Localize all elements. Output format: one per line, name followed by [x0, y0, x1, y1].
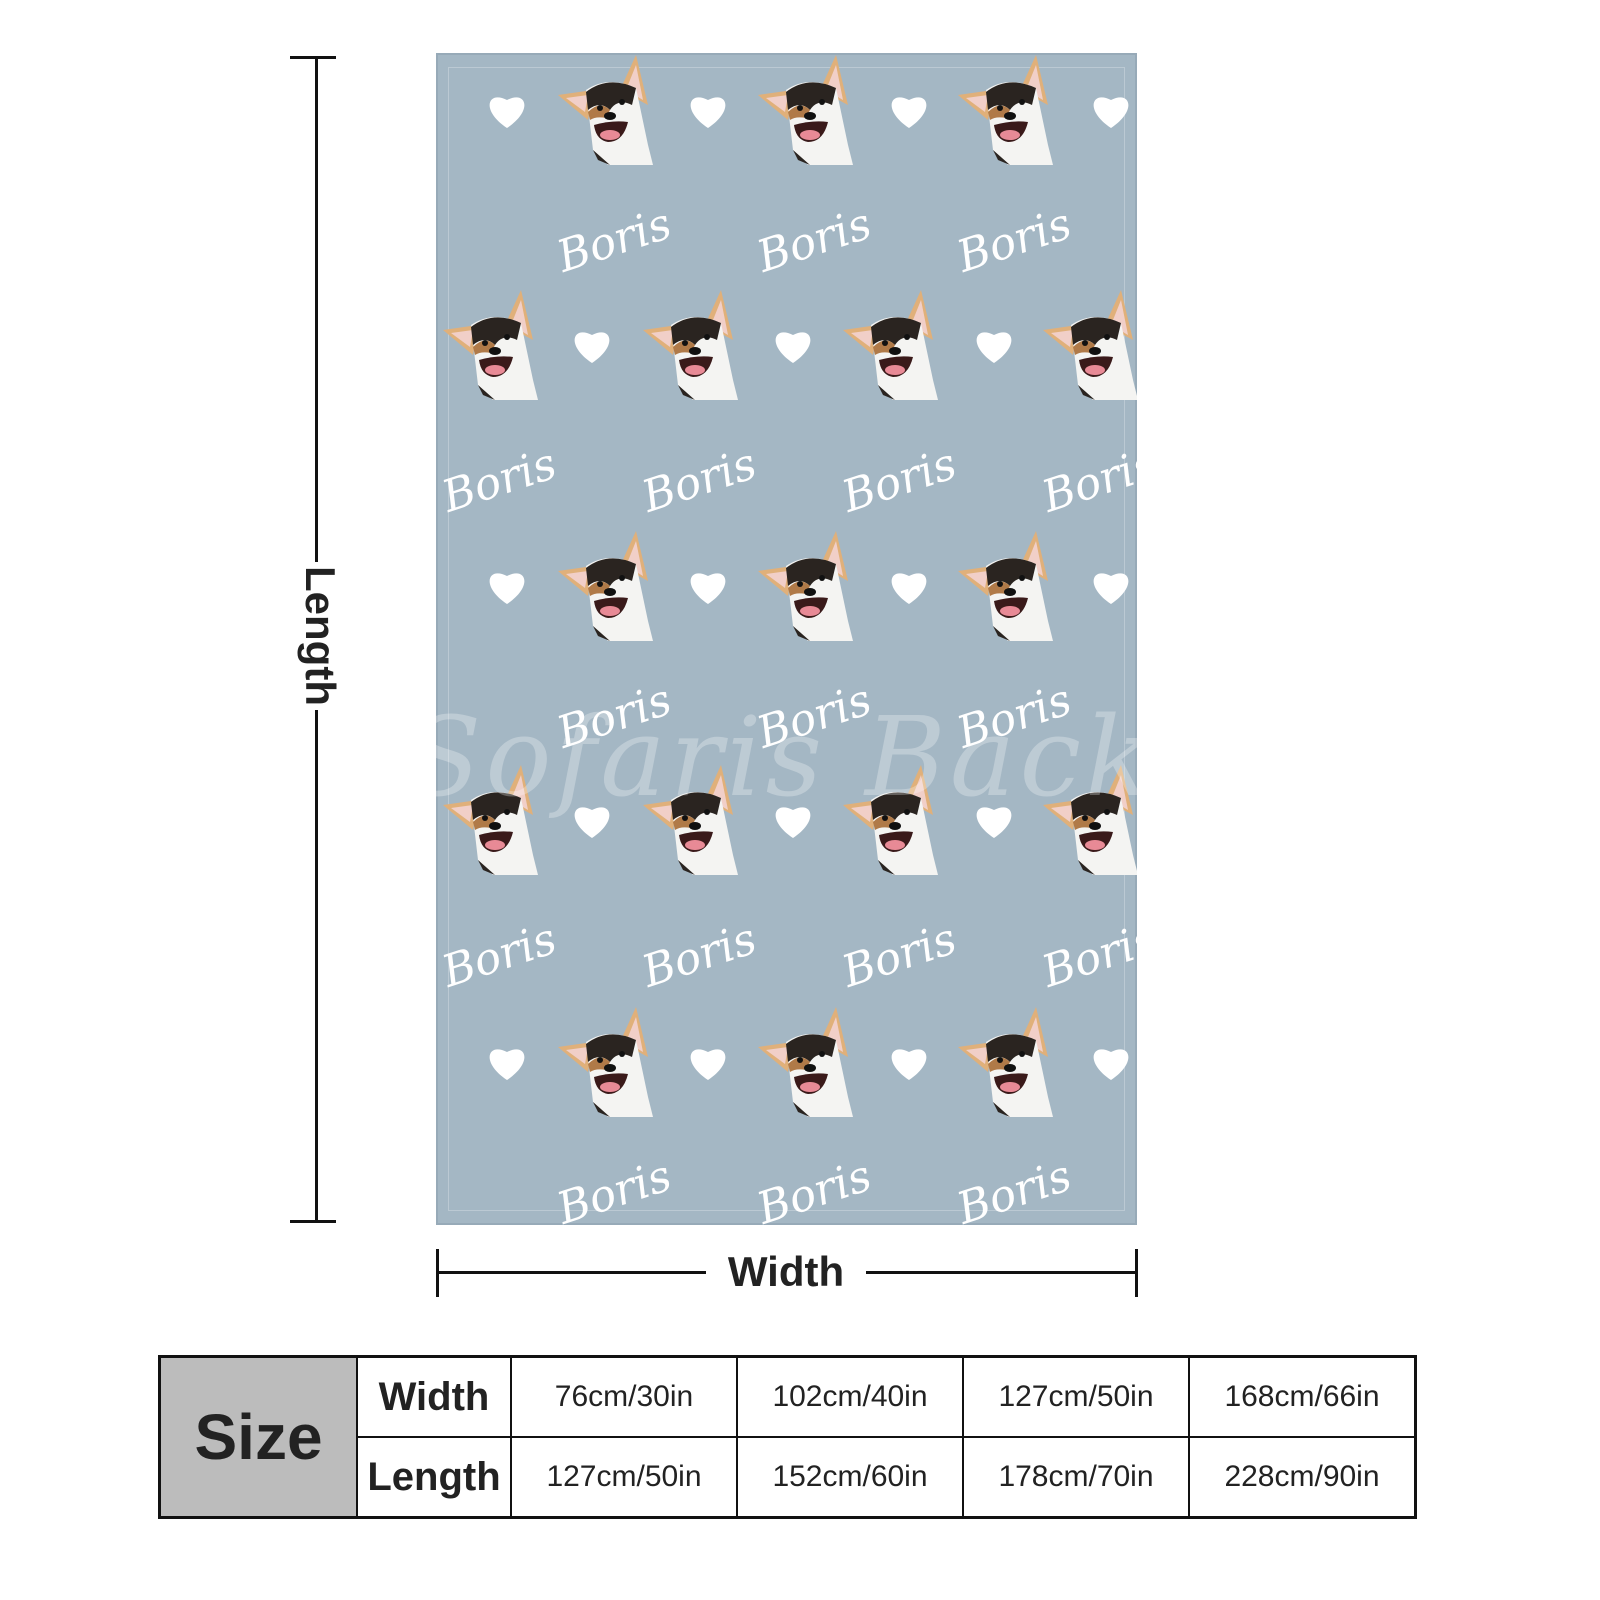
corgi-face — [436, 285, 553, 405]
heart-icon — [772, 325, 814, 365]
heart-icon — [571, 325, 613, 365]
corgi-face — [833, 285, 953, 405]
heart-icon — [1090, 90, 1132, 130]
corgi-face — [436, 1002, 444, 1122]
corgi-face — [748, 53, 868, 170]
length-cap-bottom — [290, 1220, 336, 1223]
heart-icon — [1090, 1042, 1132, 1082]
corgi-face — [1033, 285, 1137, 405]
corgi-face — [436, 526, 444, 646]
corgi-face — [948, 526, 1068, 646]
size-cell: 178cm/70in — [962, 1436, 1190, 1519]
length-cap-top — [290, 56, 336, 59]
width-cap-right — [1135, 1249, 1138, 1297]
size-cell: 102cm/40in — [736, 1355, 964, 1438]
width-label: Width — [706, 1248, 866, 1296]
size-cell: 76cm/30in — [510, 1355, 738, 1438]
corgi-face — [548, 53, 668, 170]
heart-icon — [486, 1042, 528, 1082]
corgi-face — [748, 526, 868, 646]
heart-icon — [687, 1042, 729, 1082]
size-cell: 152cm/60in — [736, 1436, 964, 1519]
heart-icon — [687, 90, 729, 130]
blanket-image: Boris Boris Boris Boris Boris Boris Boris Boris… — [436, 53, 1137, 1225]
size-cell: 168cm/66in — [1188, 1355, 1417, 1438]
heart-icon — [1090, 566, 1132, 606]
row-label-width: Width — [356, 1355, 512, 1438]
blanket-hem — [448, 67, 1125, 1211]
corgi-face — [436, 760, 553, 880]
size-cell: 127cm/50in — [510, 1436, 738, 1519]
table-row: Size Width 76cm/30in 102cm/40in 127cm/50… — [158, 1355, 1417, 1519]
corgi-face — [948, 53, 1068, 170]
size-cell: 228cm/90in — [1188, 1436, 1417, 1519]
size-header: Size — [158, 1355, 358, 1519]
heart-icon — [486, 566, 528, 606]
heart-icon — [973, 800, 1015, 840]
width-cap-left — [436, 1249, 439, 1297]
heart-icon — [772, 800, 814, 840]
length-label: Length — [296, 562, 344, 710]
corgi-face — [833, 760, 953, 880]
corgi-face — [436, 53, 444, 170]
corgi-face — [633, 285, 753, 405]
corgi-face — [748, 1002, 868, 1122]
corgi-face — [633, 760, 753, 880]
heart-icon — [888, 566, 930, 606]
corgi-face — [548, 1002, 668, 1122]
heart-icon — [486, 90, 528, 130]
corgi-face — [1033, 760, 1137, 880]
watermark: Sofaris Backdrop — [436, 693, 1137, 821]
heart-icon — [687, 566, 729, 606]
row-label-length: Length — [356, 1436, 512, 1519]
heart-icon — [571, 800, 613, 840]
heart-icon — [888, 90, 930, 130]
corgi-face — [948, 1002, 1068, 1122]
size-cell: 127cm/50in — [962, 1355, 1190, 1438]
table-row: Length 127cm/50in 152cm/60in 178cm/70in … — [160, 1436, 1417, 1519]
heart-icon — [888, 1042, 930, 1082]
heart-icon — [973, 325, 1015, 365]
corgi-face — [548, 526, 668, 646]
size-table: Size Width 76cm/30in 102cm/40in 127cm/50… — [158, 1355, 1417, 1519]
